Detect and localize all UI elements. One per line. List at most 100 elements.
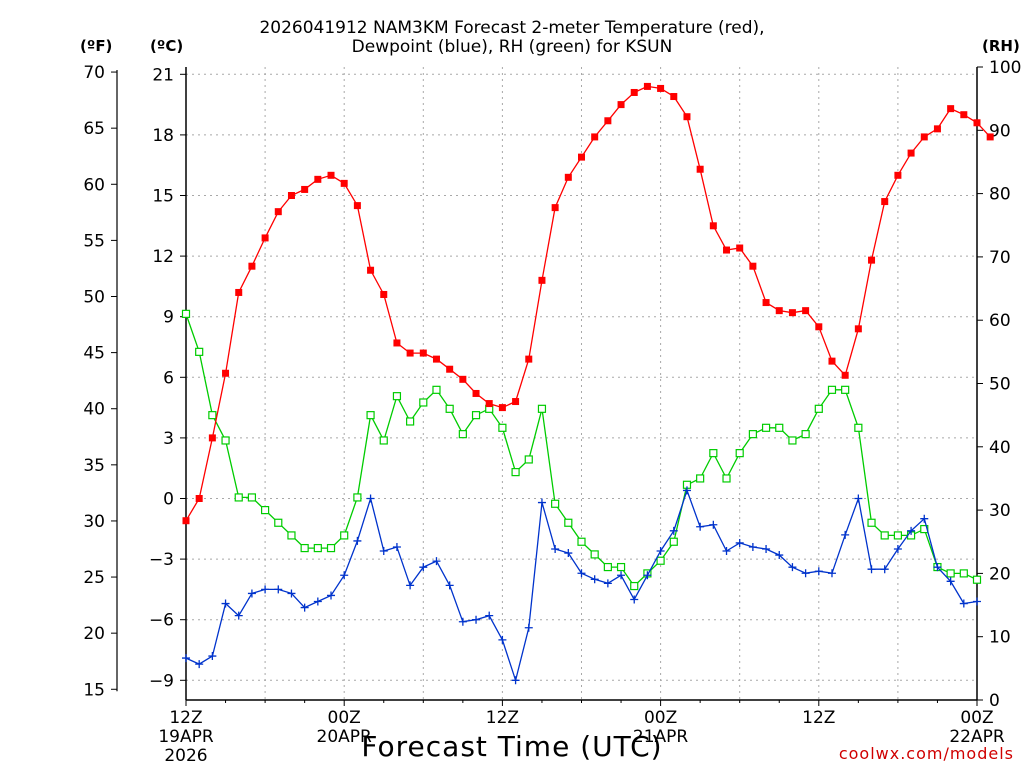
temperature-point [393,339,401,347]
temperature-point [868,256,876,264]
f-tick-label: 25 [83,568,105,588]
dewpoint-point [880,565,889,574]
rh-point [959,569,968,578]
rh-tick-label: 50 [989,375,1011,395]
rh-point [353,493,362,502]
rh-point [458,430,467,439]
temperature-point [419,349,427,357]
rh-point [880,531,889,540]
rh-point [656,556,665,565]
rh-point [524,455,533,464]
temperature-point [406,349,414,357]
rh-point [471,411,481,420]
dewpoint-point [656,547,665,556]
temperature-point [907,149,915,157]
temperature-point [525,355,533,363]
temperature-point [274,208,282,216]
dewpoint-point [327,591,336,600]
rh-point [247,493,257,502]
dewpoint-point [827,569,836,578]
rh-point [630,581,639,591]
dewpoint-point [524,623,533,632]
dewpoint-point [300,603,309,612]
x-tick-date: 19APR [158,727,214,747]
temperature-point [723,246,731,254]
rh-point [577,537,586,546]
dewpoint-point [577,569,586,578]
f-tick-label: 70 [83,63,105,83]
rh-point [274,518,283,527]
dewpoint-point [445,581,454,590]
rh-point [603,562,612,572]
rh-point [735,449,744,458]
rh-tick-label: 40 [989,438,1011,458]
rh-point [696,474,705,483]
temperature-point [736,244,744,252]
x-tick-label: 00Z [644,708,677,728]
dewpoint-point [854,494,863,503]
dewpoint-point [775,551,784,560]
temperature-point [815,323,823,331]
dewpoint-point [498,635,507,644]
dewpoint-point [709,520,718,529]
rh-tick-label: 60 [989,311,1011,331]
f-tick-label: 50 [83,288,105,308]
temperature-point [854,325,862,333]
dewpoint-point [274,585,283,594]
rh-point [511,468,520,477]
temperature-point [828,357,836,365]
x-tick-date: 22APR [949,727,1005,747]
dewpoint-point [841,530,850,539]
celsius-axis: 21 18 15 12 9 6 3 0 −3 −6 −9 [149,65,186,691]
rh-point [722,474,731,483]
rh-point [340,531,349,540]
dewpoint-point [537,498,546,507]
c-tick-label: −9 [149,671,174,691]
f-tick-label: 35 [83,456,105,476]
dewpoint-point [472,615,481,624]
temperature-point [287,192,295,199]
fahrenheit-axis: 70 65 60 55 50 45 40 35 30 25 20 15 [83,63,118,700]
dewpoint-point [590,575,599,584]
temperature-point [617,101,625,109]
rh-point [761,423,771,432]
f-tick-label: 20 [83,624,105,644]
dewpoint-point [682,486,691,495]
dewpoint-point [920,514,929,523]
chart-subtitle: Dewpoint (blue), RH (green) for KSUN [351,37,673,57]
f-tick-label: 60 [83,175,105,195]
temperature-point [643,82,651,90]
celsius-unit-label: (ºC) [150,37,184,55]
temperature-point [248,262,256,270]
temperature-point [578,153,585,161]
x-tick-label: 12Z [169,708,202,728]
dewpoint-point [603,579,612,588]
dewpoint-point [195,660,204,669]
temperature-point [327,171,335,179]
rh-point [748,430,757,439]
temperature-point [551,204,559,212]
temperature-point [841,371,849,379]
x-tick-date: 21APR [633,727,689,747]
temperature-point [960,111,968,119]
rh-point [313,543,322,553]
c-tick-label: 9 [163,308,174,328]
temperature-series [182,82,994,525]
rh-point [709,449,718,458]
rh-point [827,385,837,394]
temperature-point [353,202,361,210]
temperature-point [696,165,704,173]
rh-point [221,436,230,445]
dewpoint-point [234,611,243,620]
dewpoint-point [643,571,652,580]
temperature-point [591,133,599,141]
temperature-point [788,309,796,317]
x-tick-label: 12Z [486,708,519,728]
c-tick-label: 12 [152,247,174,267]
dewpoint-point [261,585,270,594]
temperature-point [367,266,375,274]
temperature-point [604,117,612,125]
rh-point [564,518,573,527]
